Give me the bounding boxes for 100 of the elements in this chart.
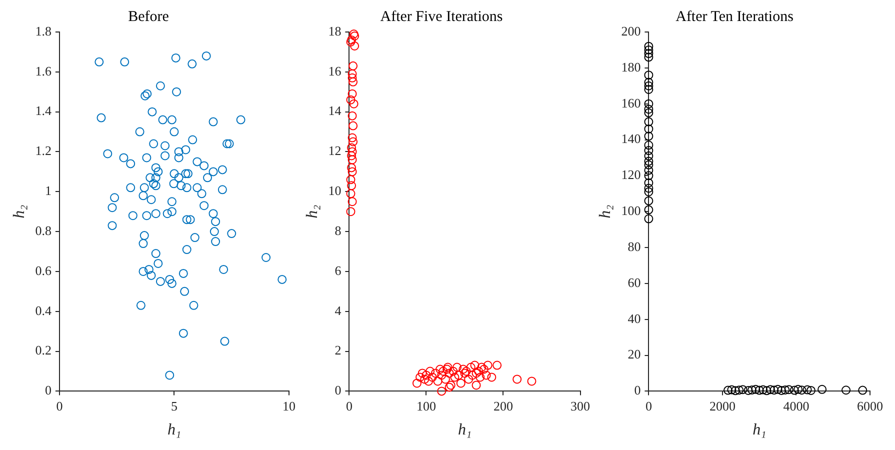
y-tick-label: 0.8 (35, 222, 52, 238)
y-tick-label: 1.6 (35, 63, 52, 78)
point (644, 70, 654, 80)
point (644, 160, 654, 170)
point (644, 117, 654, 126)
point (727, 385, 736, 394)
y-tick-label: 12 (328, 143, 342, 158)
point (644, 78, 654, 87)
point (644, 99, 654, 108)
x-axis-title: h₁ (458, 422, 472, 439)
x-tick-label: 4000 (783, 398, 810, 414)
point (644, 124, 654, 134)
point (766, 385, 775, 394)
y-tick-label: 6 (334, 262, 342, 278)
y-tick-label: 0.2 (35, 342, 52, 358)
y-tick-label: 0 (44, 382, 52, 398)
point (802, 385, 812, 394)
y-tick-label: 4 (334, 302, 342, 318)
y-tick-label: 160 (621, 95, 641, 110)
x-tick-label: 200 (493, 398, 513, 414)
y-tick-label: 20 (628, 346, 641, 362)
point (644, 52, 654, 62)
point (644, 42, 654, 51)
x-tick-label: 10 (282, 398, 296, 414)
x-tick-label: 300 (570, 398, 590, 414)
y-tick-label: 1.2 (35, 143, 52, 158)
y-axis-title: h₂ (10, 204, 28, 218)
point (730, 386, 740, 396)
point (747, 385, 756, 394)
y-tick-label: 8 (334, 222, 342, 238)
point (842, 386, 851, 395)
point (858, 386, 868, 395)
y-tick-label: 40 (628, 310, 641, 326)
point (744, 386, 753, 395)
x-tick-label: 0 (346, 398, 352, 414)
point (797, 386, 806, 395)
y-tick-label: 60 (628, 274, 641, 290)
point (773, 384, 782, 394)
point (754, 386, 764, 395)
y-tick-label: 1 (44, 183, 52, 198)
y-tick-label: 0.6 (35, 262, 52, 278)
point (644, 156, 654, 166)
point (644, 184, 654, 193)
point (644, 45, 654, 54)
y-tick-label: 200 (621, 23, 641, 38)
y-tick-label: 180 (621, 59, 641, 74)
point (758, 385, 768, 394)
point (644, 49, 654, 58)
y-tick-label: 16 (328, 63, 342, 78)
point (644, 151, 654, 160)
point (644, 146, 654, 156)
point (644, 187, 654, 196)
x-tick-label: 6000 (857, 398, 883, 414)
y-tick-label: 100 (621, 203, 641, 218)
y-tick-label: 14 (328, 103, 342, 118)
point (644, 214, 654, 224)
y-tick-label: 1.4 (35, 103, 52, 118)
y-tick-label: 2 (334, 342, 342, 358)
chart-title: After Five Iterations (380, 8, 503, 25)
x-tick-label: 0 (56, 398, 63, 414)
point (644, 166, 654, 175)
x-tick-label: 5 (170, 398, 178, 414)
y-tick-label: 120 (621, 167, 641, 182)
x-axis-title: h₁ (167, 422, 182, 439)
x-tick-label: 0 (645, 398, 652, 414)
y-tick-label: 80 (628, 238, 641, 254)
chart-title: Before (128, 8, 170, 25)
point (644, 108, 654, 118)
y-axis-title: h₂ (596, 204, 614, 218)
point (644, 205, 654, 214)
y-tick-label: 1.8 (35, 23, 52, 38)
point (644, 171, 654, 180)
x-tick-label: 2000 (709, 398, 736, 414)
chart-title: After Ten Iterations (676, 8, 794, 25)
point (806, 386, 816, 395)
point (776, 386, 786, 395)
point (738, 385, 748, 394)
y-tick-label: 0.4 (35, 302, 52, 318)
x-tick-label: 100 (416, 398, 436, 414)
y-axis-title: h₂ (304, 204, 321, 218)
point (784, 385, 794, 394)
point (780, 385, 790, 394)
point (644, 132, 654, 141)
point (770, 386, 779, 395)
point (644, 84, 654, 94)
point (644, 104, 654, 114)
y-tick-label: 140 (621, 131, 641, 146)
point (644, 140, 654, 150)
point (644, 196, 654, 206)
point (644, 178, 654, 188)
y-tick-label: 18 (328, 23, 342, 38)
point (790, 386, 799, 395)
point (724, 386, 732, 395)
point (794, 384, 803, 394)
point (762, 386, 772, 396)
y-tick-label: 0 (634, 382, 641, 398)
point (644, 81, 654, 90)
point (734, 386, 744, 395)
y-tick-label: 10 (328, 183, 342, 198)
y-tick-label: 0 (334, 382, 342, 398)
